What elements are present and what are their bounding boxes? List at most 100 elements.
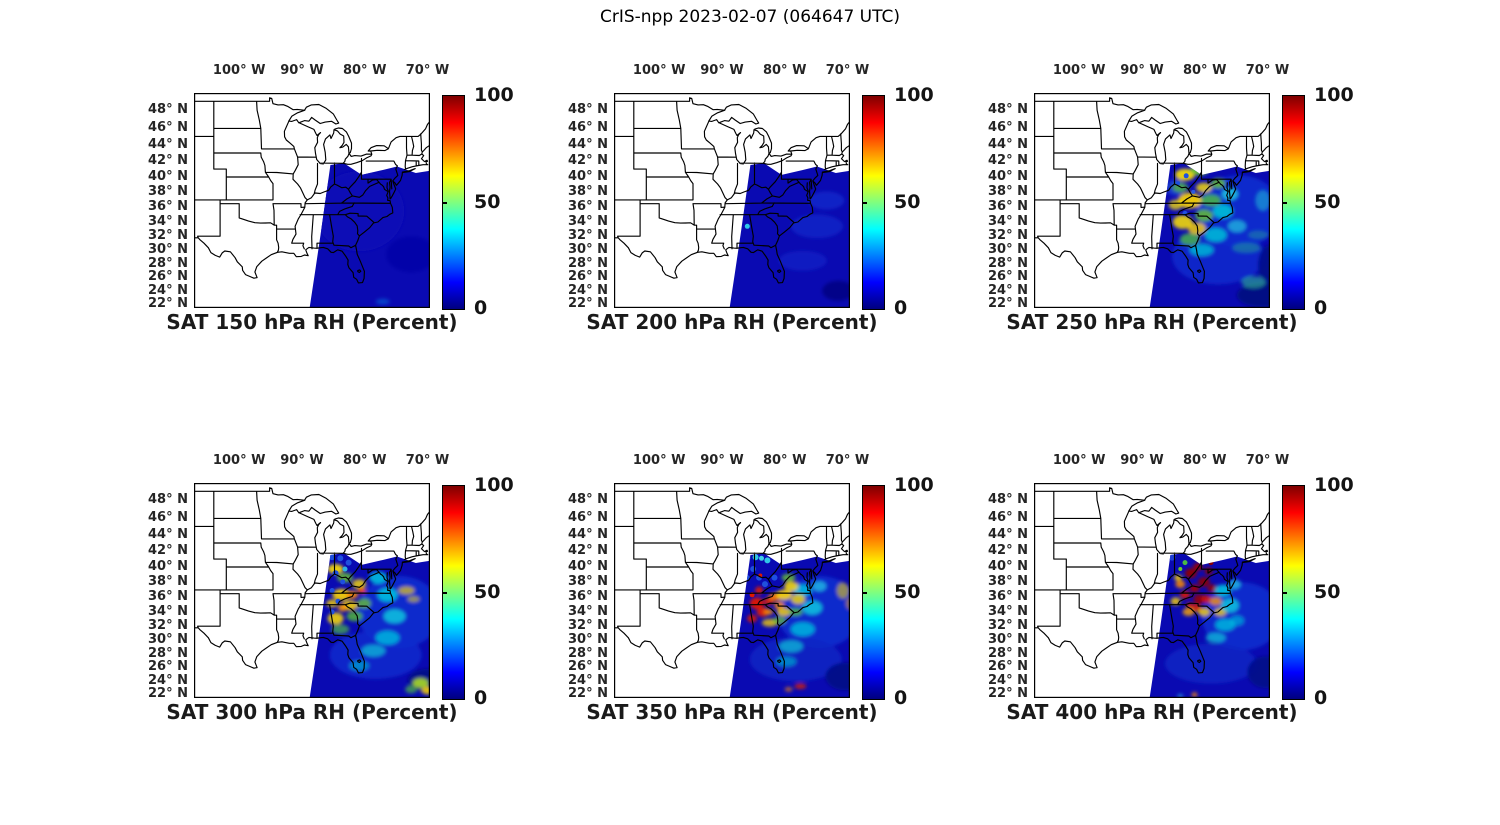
- map-canvas-250: [1034, 93, 1270, 308]
- colorbar-mid-tick: [443, 201, 447, 204]
- lat-tick-label: 26° N: [568, 659, 608, 675]
- lon-tick-label: 90° W: [700, 453, 744, 468]
- colorbar-label-50: 50: [1314, 190, 1341, 213]
- lat-tick-label: 46° N: [148, 119, 188, 135]
- colorbar: [442, 485, 465, 700]
- lat-tick-label: 22° N: [148, 685, 188, 701]
- lat-tick-label: 22° N: [988, 295, 1028, 311]
- lon-tick-label: 70° W: [825, 63, 870, 78]
- map-frame: [614, 483, 850, 698]
- colorbar-label-0: 0: [1314, 687, 1328, 709]
- lat-tick-label: 34° N: [988, 214, 1028, 229]
- lat-tick-label: 24° N: [988, 282, 1028, 298]
- lon-tick-label: 90° W: [280, 453, 324, 468]
- lat-tick-label: 38° N: [148, 574, 188, 590]
- map-canvas-150: [194, 93, 430, 308]
- lon-tick-label: 90° W: [1120, 63, 1164, 78]
- lat-tick-label: 36° N: [988, 199, 1028, 215]
- lat-tick-label: 42° N: [988, 543, 1028, 559]
- lat-tick-label: 24° N: [568, 672, 608, 688]
- lon-tick-label: 80° W: [1182, 63, 1227, 78]
- lat-tick-label: 22° N: [568, 295, 608, 311]
- panel-title: SAT 250 hPa RH (Percent): [1006, 310, 1298, 334]
- lat-tick-label: 48° N: [988, 492, 1028, 508]
- map-canvas-200: [614, 93, 850, 308]
- lat-tick-label: 36° N: [568, 199, 608, 215]
- lat-tick-label: 30° N: [148, 242, 188, 258]
- lat-tick-label: 42° N: [148, 543, 188, 559]
- lat-tick-label: 42° N: [988, 153, 1028, 169]
- rh-field-blobs: [1165, 165, 1270, 308]
- panel-title: SAT 200 hPa RH (Percent): [586, 310, 878, 334]
- lat-tick-label: 46° N: [568, 509, 608, 525]
- lat-tick-label: 48° N: [148, 492, 188, 508]
- lat-tick-label: 28° N: [568, 255, 608, 271]
- lon-tick-label: 80° W: [1182, 453, 1227, 468]
- colorbar-label-0: 0: [894, 687, 908, 709]
- map-frame: [614, 93, 850, 308]
- lon-tick-label: 80° W: [762, 453, 807, 468]
- lat-tick-label: 48° N: [568, 102, 608, 118]
- lon-tick-label: 70° W: [1245, 63, 1290, 78]
- lat-tick-label: 28° N: [148, 645, 188, 661]
- lat-tick-label: 24° N: [148, 282, 188, 298]
- panel-title: SAT 150 hPa RH (Percent): [166, 310, 458, 334]
- lat-tick-label: 38° N: [988, 574, 1028, 590]
- lon-tick-label: 100° W: [1052, 453, 1106, 468]
- panel-300-hpa: 100° W 90° W 80° W 70° W 48° N 46° N 44° N 42° …: [148, 453, 514, 724]
- colorbar: [1282, 485, 1305, 700]
- lat-tick-label: 24° N: [568, 282, 608, 298]
- lat-tick-label: 36° N: [568, 589, 608, 605]
- rh-field-blobs: [326, 564, 430, 695]
- lat-tick-label: 30° N: [988, 242, 1028, 258]
- colorbar-label-100: 100: [474, 474, 514, 496]
- colorbar: [862, 95, 885, 310]
- lat-tick-label: 28° N: [988, 255, 1028, 271]
- colorbar-label-100: 100: [894, 84, 934, 106]
- lat-tick-label: 46° N: [988, 509, 1028, 525]
- lat-tick-label: 24° N: [148, 672, 188, 688]
- lat-tick-label: 46° N: [568, 119, 608, 135]
- lat-tick-label: 30° N: [148, 632, 188, 648]
- rh-field-dots: [1176, 173, 1196, 216]
- lat-tick-label: 30° N: [988, 632, 1028, 648]
- colorbar-mid-tick: [863, 591, 867, 594]
- lat-tick-label: 26° N: [568, 269, 608, 285]
- lat-tick-label: 42° N: [568, 153, 608, 169]
- rh-field-blobs: [314, 171, 430, 305]
- lat-tick-label: 36° N: [148, 589, 188, 605]
- colorbar-mid-tick: [1283, 591, 1287, 594]
- lat-tick-label: 28° N: [568, 645, 608, 661]
- lat-tick-label: 44° N: [148, 136, 188, 152]
- colorbar-mid-tick: [1283, 201, 1287, 204]
- map-frame: [194, 483, 430, 698]
- panel-400-hpa: 100° W 90° W 80° W 70° W 48° N 46° N 44° N 42° …: [988, 453, 1354, 724]
- colorbar: [862, 485, 885, 700]
- lon-tick-label: 80° W: [342, 453, 387, 468]
- lat-tick-label: 32° N: [988, 228, 1028, 244]
- lat-tick-label: 40° N: [148, 169, 188, 184]
- map-canvas-400: [1034, 483, 1270, 698]
- lat-tick-label: 36° N: [988, 589, 1028, 605]
- colorbar: [1282, 95, 1305, 310]
- lat-tick-label: 40° N: [568, 169, 608, 184]
- colorbar-label-0: 0: [1314, 297, 1328, 319]
- colorbar-label-100: 100: [1314, 84, 1354, 106]
- lat-tick-label: 26° N: [148, 659, 188, 675]
- lat-tick-label: 40° N: [148, 559, 188, 574]
- map-canvas-300: [194, 483, 430, 698]
- lat-tick-label: 44° N: [568, 526, 608, 542]
- lat-tick-label: 44° N: [148, 526, 188, 542]
- rh-field-blobs: [778, 191, 850, 301]
- lat-tick-label: 42° N: [568, 543, 608, 559]
- lat-tick-label: 44° N: [988, 526, 1028, 542]
- colorbar: [442, 95, 465, 310]
- lat-tick-label: 22° N: [988, 685, 1028, 701]
- lat-tick-label: 40° N: [988, 169, 1028, 184]
- lat-tick-label: 30° N: [568, 242, 608, 258]
- lat-tick-label: 24° N: [988, 672, 1028, 688]
- map-frame: [194, 93, 430, 308]
- lon-tick-label: 90° W: [280, 63, 324, 78]
- lat-tick-label: 28° N: [148, 255, 188, 271]
